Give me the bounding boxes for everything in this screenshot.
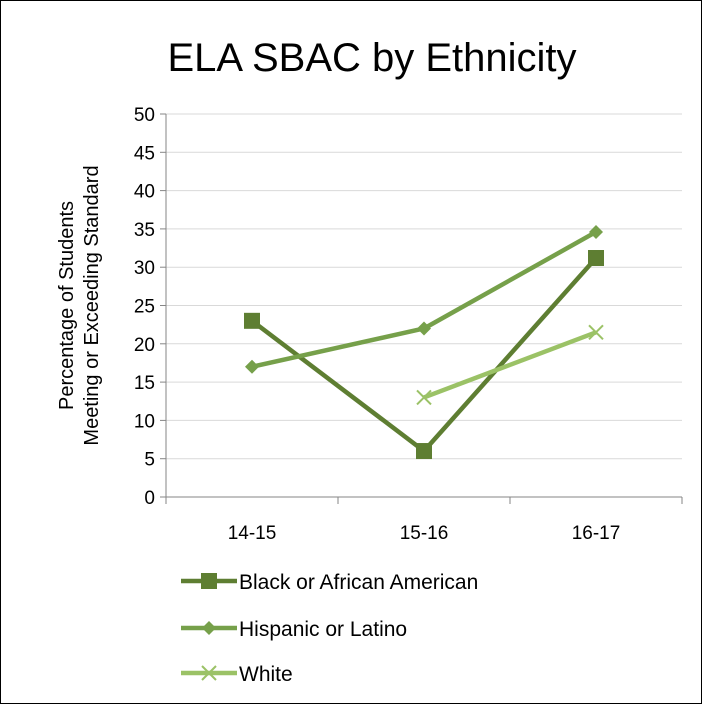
legend-item: Hispanic or Latino bbox=[181, 618, 407, 641]
y-tick-label: 40 bbox=[134, 182, 155, 203]
data-point bbox=[244, 312, 260, 329]
legend-label: Hispanic or Latino bbox=[239, 618, 407, 641]
legend-marker bbox=[201, 665, 217, 681]
y-tick-label: 15 bbox=[134, 373, 155, 394]
series-black-or-african-american bbox=[244, 250, 604, 460]
y-axis-ticks: 0 5 10 15 20 25 30 35 40 45 50 bbox=[134, 105, 155, 509]
series bbox=[244, 224, 604, 460]
y-tick-label: 20 bbox=[134, 335, 155, 356]
legend: Black or African American Hispanic or Lat… bbox=[181, 571, 478, 686]
data-point bbox=[588, 250, 604, 267]
y-tick-label: 25 bbox=[134, 297, 155, 318]
x-marker-stroke bbox=[201, 665, 217, 681]
y-tick-label: 5 bbox=[144, 450, 155, 471]
data-point bbox=[416, 389, 432, 406]
x-tick-label: 16-17 bbox=[572, 523, 621, 544]
series-white bbox=[416, 324, 604, 406]
legend-label: White bbox=[239, 663, 293, 686]
y-tick-label: 30 bbox=[134, 258, 155, 279]
legend-marker bbox=[201, 573, 217, 589]
legend-item: White bbox=[181, 663, 293, 686]
series-hispanic-or-latino bbox=[245, 224, 603, 374]
data-point bbox=[589, 224, 603, 239]
data-point bbox=[588, 324, 604, 341]
chart-title: ELA SBAC by Ethnicity bbox=[167, 36, 576, 80]
y-axis-title-line: Percentage of Students bbox=[56, 201, 78, 410]
x-tick-label: 15-16 bbox=[400, 523, 449, 544]
y-axis-title-line: Meeting or Exceeding Standard bbox=[81, 165, 103, 445]
x-axis-ticks: 14-15 15-16 16-17 bbox=[228, 523, 621, 544]
y-tick-label: 45 bbox=[134, 143, 155, 164]
series-line bbox=[423, 330, 597, 400]
data-point bbox=[245, 359, 259, 374]
data-point bbox=[417, 321, 431, 336]
y-tick-label: 35 bbox=[134, 220, 155, 241]
y-axis-title: Percentage of Students Meeting or Exceedi… bbox=[56, 165, 103, 445]
legend-item: Black or African American bbox=[181, 571, 478, 594]
x-marker-stroke bbox=[588, 324, 604, 341]
y-tick-label: 0 bbox=[144, 488, 155, 509]
legend-label: Black or African American bbox=[239, 571, 478, 594]
data-point bbox=[416, 443, 432, 460]
series-line bbox=[251, 230, 598, 369]
y-tick-label: 10 bbox=[134, 411, 155, 432]
axes bbox=[160, 113, 683, 504]
x-marker-stroke bbox=[416, 389, 432, 406]
gridlines bbox=[166, 113, 682, 460]
x-tick-label: 14-15 bbox=[228, 523, 277, 544]
y-tick-label: 50 bbox=[134, 105, 155, 126]
legend-marker bbox=[202, 621, 216, 635]
